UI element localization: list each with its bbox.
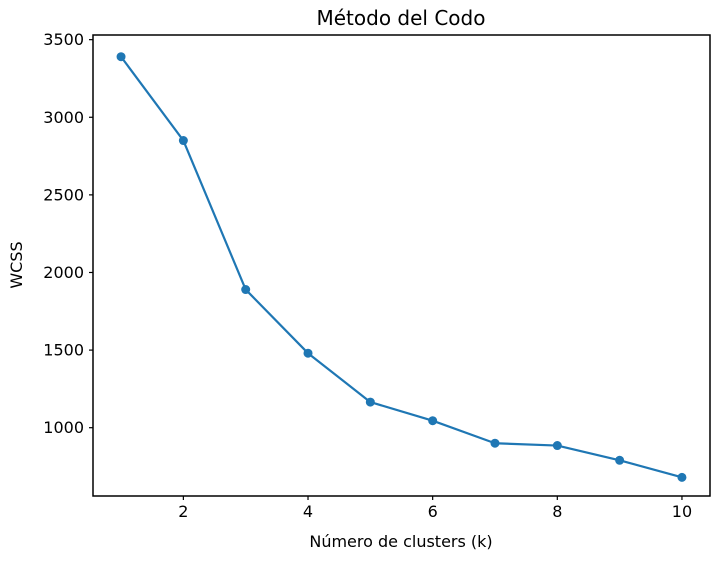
y-tick-label: 2000 <box>43 263 84 282</box>
chart-title: Método del Codo <box>317 6 486 30</box>
wcss-line-series <box>116 52 687 482</box>
data-point-marker <box>552 441 562 451</box>
data-point-marker <box>365 397 375 407</box>
y-tick-label: 3500 <box>43 30 84 49</box>
plot-area-border <box>92 34 711 497</box>
data-point-marker <box>241 285 251 295</box>
y-tick-label: 3000 <box>43 108 84 127</box>
y-tick-label: 2500 <box>43 185 84 204</box>
y-axis-ticks: 1000 1500 2000 2500 3000 3500 <box>43 30 93 437</box>
x-axis-ticks: 2 4 6 8 10 <box>178 496 692 521</box>
x-tick-label: 4 <box>303 502 313 521</box>
x-tick-label: 10 <box>672 502 692 521</box>
x-axis-label: Número de clusters (k) <box>309 532 492 551</box>
data-point-marker <box>490 438 500 448</box>
data-point-marker <box>428 416 438 426</box>
wcss-line <box>119 55 684 479</box>
data-point-marker <box>677 472 687 482</box>
data-point-marker <box>303 348 313 358</box>
x-tick-label: 8 <box>552 502 562 521</box>
x-tick-label: 2 <box>178 502 188 521</box>
x-tick-label: 6 <box>428 502 438 521</box>
data-point-marker <box>116 52 126 62</box>
data-point-marker <box>178 136 188 146</box>
y-tick-label: 1500 <box>43 341 84 360</box>
y-tick-label: 1000 <box>43 418 84 437</box>
y-axis-label: WCSS <box>7 241 26 288</box>
data-point-marker <box>615 455 625 465</box>
